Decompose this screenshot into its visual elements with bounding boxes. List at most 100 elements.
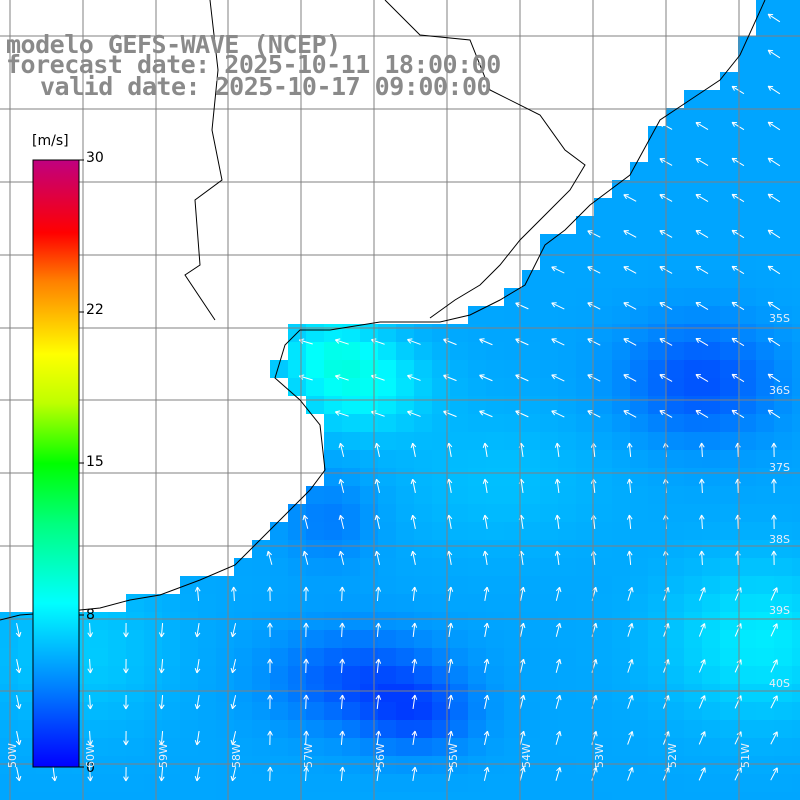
wind-speed-cell xyxy=(630,576,648,594)
wind-speed-cell xyxy=(774,162,792,180)
wind-speed-cell xyxy=(738,684,756,702)
wind-speed-cell xyxy=(396,684,414,702)
wind-speed-cell xyxy=(378,342,396,360)
wind-direction-arrows xyxy=(15,13,781,782)
wind-speed-cell xyxy=(666,774,684,792)
wind-speed-cell xyxy=(468,558,486,576)
wind-speed-cell xyxy=(432,774,450,792)
lon-label: 56W xyxy=(374,743,387,768)
wind-speed-cell xyxy=(450,378,468,396)
wind-arrow xyxy=(627,731,634,745)
wind-speed-cell xyxy=(594,756,612,774)
wind-arrow xyxy=(731,409,745,419)
wind-speed-cell xyxy=(684,126,702,144)
wind-speed-cell xyxy=(486,576,504,594)
wind-speed-cell xyxy=(594,198,612,216)
wind-arrow xyxy=(15,695,22,710)
wind-speed-cell xyxy=(342,540,360,558)
wind-speed-cell xyxy=(684,594,702,612)
wind-arrow xyxy=(554,550,561,566)
wind-speed-cell xyxy=(432,522,450,540)
wind-speed-cell xyxy=(522,774,540,792)
wind-speed-cell xyxy=(144,666,162,684)
wind-speed-cell xyxy=(180,792,198,800)
wind-speed-cell xyxy=(792,342,800,360)
wind-arrow xyxy=(407,338,421,345)
wind-speed-cell xyxy=(648,738,666,756)
wind-speed-cell xyxy=(252,648,270,666)
wind-speed-cell xyxy=(450,522,468,540)
wind-speed-cell xyxy=(324,792,342,800)
wind-speed-cell xyxy=(414,702,432,720)
wind-speed-cell xyxy=(324,486,342,504)
wind-speed-cell xyxy=(216,792,234,800)
wind-speed-cell xyxy=(738,576,756,594)
wind-speed-cell xyxy=(342,378,360,396)
wind-arrow xyxy=(375,622,382,638)
wind-speed-cell xyxy=(684,684,702,702)
wind-speed-cell xyxy=(792,432,800,450)
wind-speed-cell xyxy=(270,774,288,792)
wind-speed-cell xyxy=(522,540,540,558)
wind-speed-cell xyxy=(522,360,540,378)
wind-speed-cell xyxy=(414,540,432,558)
wind-arrow xyxy=(267,586,273,602)
wind-speed-cell xyxy=(486,342,504,360)
wind-speed-cell xyxy=(702,288,720,306)
wind-speed-cell xyxy=(468,360,486,378)
wind-speed-cell xyxy=(720,774,738,792)
wind-speed-cell xyxy=(468,342,486,360)
wind-arrow xyxy=(731,265,745,275)
colorbar-tick-label: 0 xyxy=(86,760,95,776)
wind-speed-cell xyxy=(306,576,324,594)
wind-arrow xyxy=(375,586,382,602)
wind-speed-cell xyxy=(792,144,800,162)
wind-speed-cell xyxy=(18,738,36,756)
wind-speed-cell xyxy=(270,738,288,756)
wind-speed-cell xyxy=(108,774,126,792)
wind-speed-cell xyxy=(648,288,666,306)
wind-speed-cell xyxy=(378,612,396,630)
wind-speed-cell xyxy=(450,792,468,800)
wind-speed-cell xyxy=(756,162,774,180)
wind-speed-cell xyxy=(648,612,666,630)
wind-speed-cell xyxy=(468,648,486,666)
wind-speed-cell xyxy=(774,198,792,216)
wind-speed-cell xyxy=(630,324,648,342)
wind-speed-cell xyxy=(702,90,720,108)
wind-speed-cell xyxy=(378,792,396,800)
country-border xyxy=(384,0,586,319)
wind-speed-cell xyxy=(756,774,774,792)
wind-arrow xyxy=(447,622,454,637)
wind-speed-cell xyxy=(774,540,792,558)
wind-speed-cell xyxy=(252,630,270,648)
wind-arrow xyxy=(771,550,777,566)
wind-arrow xyxy=(87,730,94,746)
wind-arrow xyxy=(375,658,382,674)
wind-speed-cell xyxy=(54,774,72,792)
wind-speed-cell xyxy=(270,756,288,774)
title-forecast-date: forecast date: 2025-10-11 18:00:00 xyxy=(6,50,501,79)
wind-arrow xyxy=(231,586,237,602)
wind-speed-cell xyxy=(198,666,216,684)
wind-speed-cell xyxy=(756,54,774,72)
wind-speed-cell xyxy=(414,432,432,450)
wind-speed-cell xyxy=(594,324,612,342)
wind-speed-cell xyxy=(540,540,558,558)
wind-speed-cell xyxy=(432,702,450,720)
wind-arrow xyxy=(695,409,709,418)
wind-speed-cell xyxy=(522,720,540,738)
wind-speed-cell xyxy=(576,324,594,342)
wind-speed-cell xyxy=(648,324,666,342)
wind-speed-cell xyxy=(252,792,270,800)
wind-speed-cell xyxy=(576,630,594,648)
wind-speed-cell xyxy=(414,522,432,540)
wind-speed-cell xyxy=(0,648,18,666)
wind-speed-cell xyxy=(792,702,800,720)
wind-speed-cell xyxy=(486,612,504,630)
wind-speed-cell xyxy=(666,108,684,126)
wind-speed-cell xyxy=(378,558,396,576)
wind-arrow xyxy=(623,338,637,346)
wind-speed-cell xyxy=(486,504,504,522)
wind-speed-cell xyxy=(630,702,648,720)
